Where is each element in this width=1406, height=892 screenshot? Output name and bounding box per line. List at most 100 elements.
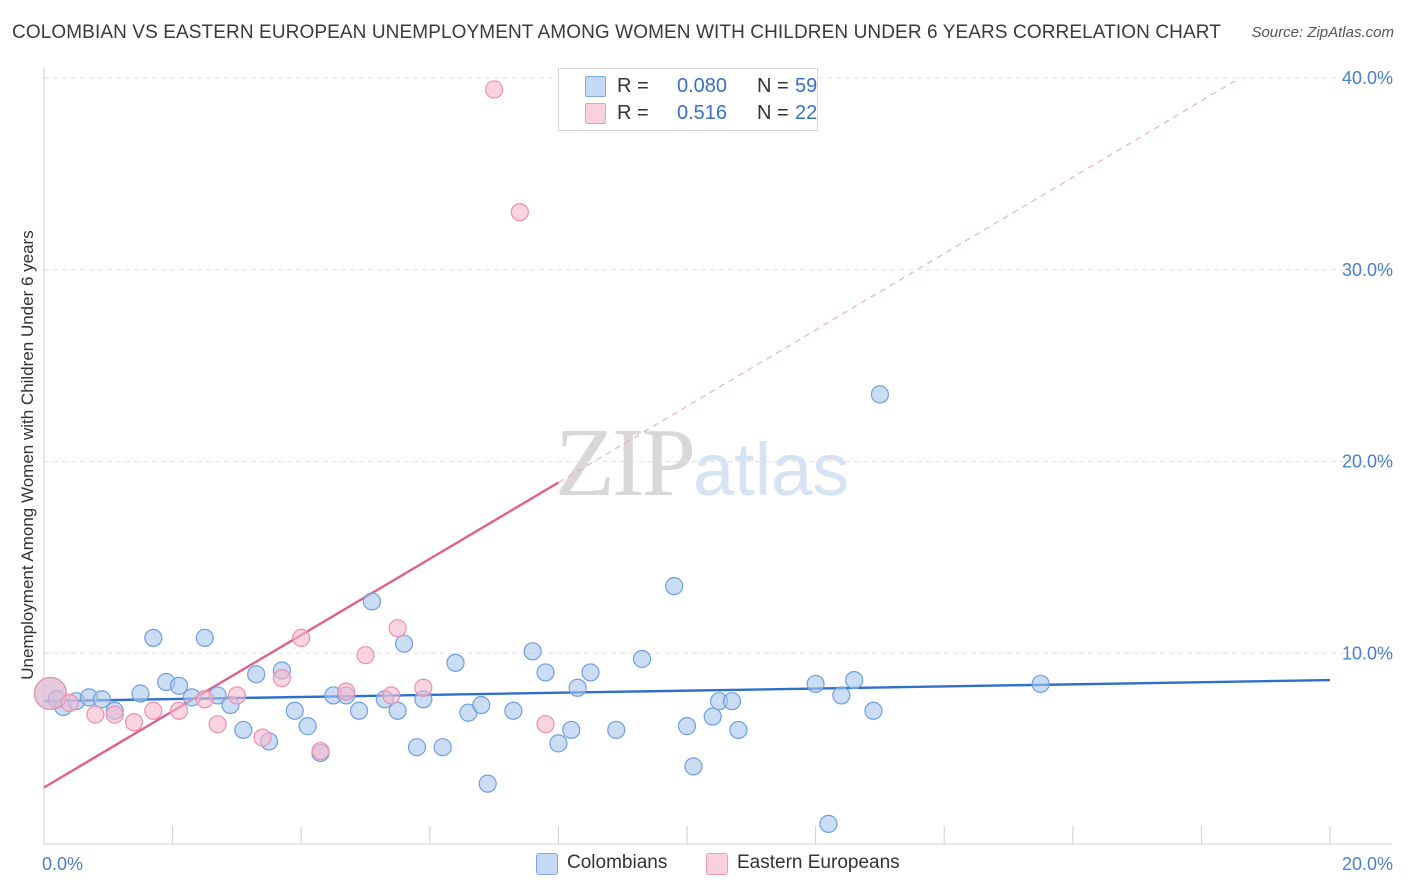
point-colombians bbox=[234, 720, 253, 740]
point-colombians bbox=[568, 678, 587, 697]
legend-n-value: 59 bbox=[795, 75, 818, 97]
point-eastern-europeans bbox=[105, 705, 124, 724]
point-colombians bbox=[845, 670, 864, 690]
point-eastern-europeans bbox=[388, 619, 407, 638]
points-eastern-europeans bbox=[33, 80, 555, 761]
source-note: Source: ZipAtlas.com bbox=[1251, 24, 1394, 41]
point-eastern-europeans bbox=[292, 628, 311, 648]
axes bbox=[43, 68, 1392, 845]
point-colombians bbox=[362, 592, 382, 611]
point-eastern-europeans bbox=[382, 686, 401, 705]
point-colombians bbox=[729, 720, 748, 740]
trend-eastern-europeans-extension bbox=[558, 77, 1241, 484]
legend-swatch-eastern-europeans bbox=[585, 103, 606, 124]
y-tick-label: 20.0% bbox=[1342, 452, 1393, 472]
y-tick-label: 40.0% bbox=[1342, 68, 1393, 88]
point-colombians bbox=[433, 738, 452, 757]
correlation-legend: R = 0.080 N = 59 R = 0.516 N = 22 bbox=[558, 68, 818, 131]
series-legend: Colombians Eastern Europeans bbox=[0, 852, 1406, 878]
legend-n-label: N = bbox=[757, 75, 789, 97]
point-eastern-europeans bbox=[536, 715, 555, 734]
y-tick-label: 30.0% bbox=[1342, 260, 1393, 280]
y-axis-label: Unemployment Among Women with Children U… bbox=[18, 230, 37, 680]
point-colombians bbox=[394, 634, 414, 653]
point-colombians bbox=[195, 628, 214, 648]
point-eastern-europeans bbox=[144, 701, 163, 720]
point-colombians bbox=[549, 734, 568, 753]
trend-colombians bbox=[43, 678, 1331, 703]
legend-swatch-colombians bbox=[585, 76, 606, 97]
point-colombians bbox=[388, 701, 407, 720]
point-eastern-europeans bbox=[195, 690, 214, 709]
series-label-colombians: Colombians bbox=[567, 852, 668, 873]
point-colombians bbox=[632, 649, 652, 669]
points-colombians bbox=[33, 385, 1050, 834]
point-colombians bbox=[677, 717, 697, 736]
point-eastern-europeans bbox=[337, 682, 356, 701]
point-eastern-europeans bbox=[33, 676, 68, 711]
point-eastern-europeans bbox=[311, 741, 330, 761]
x-tick-labels: 0.0% 20.0% bbox=[42, 854, 1393, 874]
point-colombians bbox=[806, 674, 825, 694]
point-colombians bbox=[607, 720, 626, 740]
point-eastern-europeans bbox=[272, 669, 292, 688]
trend-lines bbox=[43, 77, 1331, 789]
data-points bbox=[33, 80, 1050, 834]
watermark-zip: ZIP bbox=[555, 409, 696, 517]
point-colombians bbox=[478, 774, 497, 793]
x-tick-label: 20.0% bbox=[1342, 854, 1393, 874]
point-eastern-europeans bbox=[414, 678, 433, 697]
point-colombians bbox=[298, 717, 317, 736]
point-colombians bbox=[703, 707, 722, 726]
legend-n-value: 22 bbox=[795, 102, 818, 124]
point-colombians bbox=[864, 701, 883, 720]
point-colombians bbox=[92, 690, 111, 709]
y-tick-label: 10.0% bbox=[1342, 643, 1393, 663]
grid-lines bbox=[44, 77, 1392, 654]
point-colombians bbox=[472, 695, 491, 715]
point-colombians bbox=[665, 577, 684, 596]
point-colombians bbox=[446, 653, 465, 672]
point-colombians bbox=[581, 663, 600, 682]
point-eastern-europeans bbox=[60, 694, 79, 713]
y-tick-labels: 10.0% 20.0% 30.0% 40.0% bbox=[1342, 68, 1393, 663]
point-colombians bbox=[407, 738, 427, 757]
series-swatch-eastern-europeans bbox=[706, 853, 728, 875]
point-colombians bbox=[1031, 674, 1050, 694]
point-eastern-europeans bbox=[208, 715, 227, 734]
point-eastern-europeans bbox=[169, 701, 189, 720]
point-eastern-europeans bbox=[124, 713, 144, 732]
point-colombians bbox=[169, 676, 189, 695]
point-colombians bbox=[722, 692, 742, 711]
point-colombians bbox=[504, 701, 523, 720]
point-colombians bbox=[523, 642, 542, 661]
point-colombians bbox=[131, 684, 150, 703]
legend-r-label: R = bbox=[617, 75, 649, 97]
point-colombians bbox=[247, 665, 266, 684]
x-tick-label: 0.0% bbox=[42, 854, 83, 874]
point-eastern-europeans bbox=[356, 646, 375, 665]
point-colombians bbox=[536, 663, 555, 682]
legend-n-label: N = bbox=[757, 102, 789, 124]
legend-r-label: R = bbox=[617, 102, 649, 124]
point-eastern-europeans bbox=[227, 686, 246, 705]
point-colombians bbox=[870, 385, 890, 404]
point-eastern-europeans bbox=[253, 728, 272, 747]
point-colombians bbox=[562, 720, 581, 740]
chart-title: COLOMBIAN VS EASTERN EUROPEAN UNEMPLOYME… bbox=[12, 22, 1221, 43]
legend-r-value: 0.516 bbox=[677, 102, 728, 124]
point-eastern-europeans bbox=[510, 203, 529, 222]
point-colombians bbox=[684, 757, 703, 776]
legend-r-value: 0.080 bbox=[677, 75, 728, 97]
series-label-eastern-europeans: Eastern Europeans bbox=[737, 852, 900, 873]
point-eastern-europeans bbox=[86, 705, 105, 724]
point-eastern-europeans bbox=[485, 80, 504, 99]
series-swatch-colombians bbox=[536, 853, 558, 875]
watermark-atlas: atlas bbox=[693, 428, 850, 511]
watermark: ZIPatlas bbox=[555, 405, 849, 519]
point-colombians bbox=[832, 686, 851, 705]
point-colombians bbox=[144, 628, 163, 648]
point-colombians bbox=[285, 701, 304, 720]
point-colombians bbox=[819, 814, 838, 834]
